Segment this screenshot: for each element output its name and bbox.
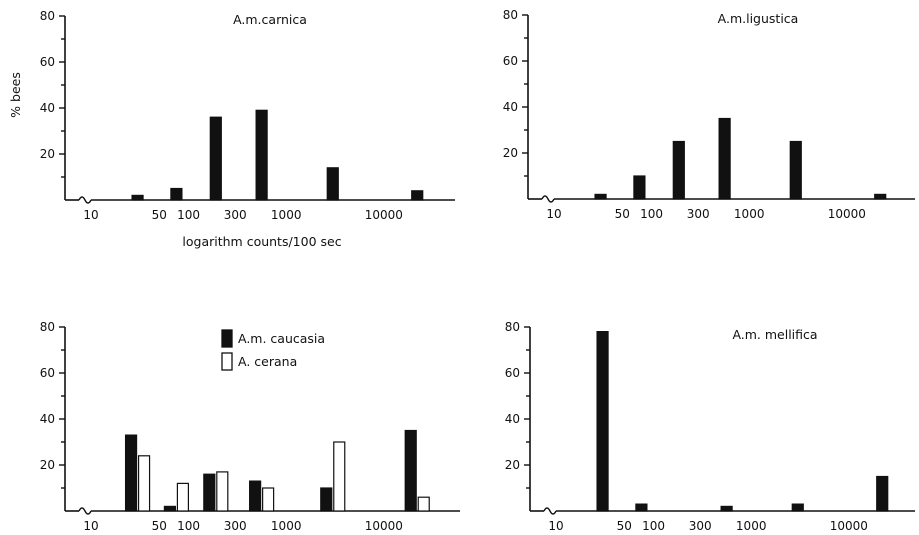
bar-white-4 (262, 487, 275, 512)
bar-2 (633, 175, 646, 200)
bar-black-2 (163, 505, 177, 512)
legend-label: A. cerana (238, 354, 297, 369)
x-tick-label: 10 (83, 208, 98, 222)
bar-black-3 (203, 473, 216, 512)
x-tick-label: 50 (615, 207, 630, 221)
x-tick-label: 100 (177, 519, 200, 533)
y-tick-label: 20 (40, 458, 55, 472)
bar-5 (876, 475, 889, 512)
x-tick-label: 100 (640, 207, 663, 221)
bar-white-2 (176, 482, 190, 512)
panel-title: A.m. mellifica (732, 327, 817, 342)
bar-5 (789, 140, 802, 200)
y-tick-label: 80 (503, 8, 518, 22)
bar-1 (131, 194, 144, 201)
x-tick-label: 10 (548, 519, 563, 533)
x-tick-label: 300 (687, 207, 710, 221)
bar-6 (874, 193, 887, 200)
bar-2 (170, 187, 183, 201)
y-tick-label: 60 (503, 54, 518, 68)
bar-black-1 (124, 434, 138, 512)
x-tick-label: 50 (617, 519, 632, 533)
y-tick-label: 40 (503, 100, 518, 114)
axis-break-mark (78, 196, 92, 204)
x-tick-label: 10000 (828, 207, 866, 221)
bar-4 (255, 109, 268, 201)
x-tick-label: 100 (642, 519, 665, 533)
panel-4 (524, 326, 915, 515)
y-tick-label: 60 (40, 55, 55, 69)
legend-swatch (221, 352, 233, 371)
y-tick-label: 60 (505, 366, 520, 380)
legend-swatch (221, 329, 233, 348)
bar-3 (672, 140, 685, 200)
bar-5 (326, 167, 339, 201)
y-tick-label: 60 (40, 366, 55, 380)
bar-4 (718, 117, 731, 200)
x-tick-label: 300 (224, 519, 247, 533)
y-tick-label: 80 (40, 320, 55, 334)
y-tick-label: 20 (40, 147, 55, 161)
bar-black-6 (404, 429, 417, 512)
panel-title: A.m.ligustica (718, 11, 799, 26)
y-tick-label: 80 (505, 320, 520, 334)
panel-2 (522, 14, 915, 203)
bar-1 (594, 193, 607, 200)
y-tick-label: 20 (505, 458, 520, 472)
axis-break-mark (541, 195, 555, 203)
y-tick-label: 20 (503, 146, 518, 160)
x-tick-label: 50 (152, 208, 167, 222)
bar-4 (791, 503, 804, 512)
bar-black-5 (320, 487, 333, 512)
panel-1 (59, 15, 455, 204)
bar-6 (411, 190, 424, 201)
legend-label: A.m. caucasia (238, 331, 325, 346)
y-tick-label: 40 (40, 101, 55, 115)
bar-3 (209, 116, 222, 201)
x-tick-label: 300 (689, 519, 712, 533)
x-axis-title: logarithm counts/100 sec (182, 234, 341, 249)
x-tick-label: 10 (83, 519, 98, 533)
x-tick-label: 1000 (734, 207, 765, 221)
bar-1 (596, 331, 609, 512)
x-tick-label: 50 (152, 519, 167, 533)
axis-break-mark (543, 507, 557, 515)
bar-3 (720, 505, 733, 512)
axis-break-mark (78, 507, 92, 515)
x-tick-label: 10 (546, 207, 561, 221)
x-tick-label: 1000 (271, 519, 302, 533)
x-tick-label: 10000 (830, 519, 868, 533)
bar-white-3 (216, 471, 229, 512)
bar-white-1 (137, 455, 151, 512)
panel-title: A.m.carnica (233, 12, 307, 27)
bar-black-4 (249, 480, 262, 512)
panel-3 (59, 326, 460, 515)
x-tick-label: 1000 (736, 519, 767, 533)
bar-2 (635, 503, 648, 512)
x-tick-label: 10000 (365, 519, 403, 533)
x-tick-label: 10000 (365, 208, 403, 222)
y-axis-title: % bees (8, 72, 23, 118)
x-tick-label: 100 (177, 208, 200, 222)
y-tick-label: 40 (505, 412, 520, 426)
x-tick-label: 1000 (271, 208, 302, 222)
y-tick-label: 80 (40, 9, 55, 23)
x-tick-label: 300 (224, 208, 247, 222)
bar-white-6 (417, 496, 430, 512)
y-tick-label: 40 (40, 412, 55, 426)
bar-white-5 (333, 441, 346, 512)
